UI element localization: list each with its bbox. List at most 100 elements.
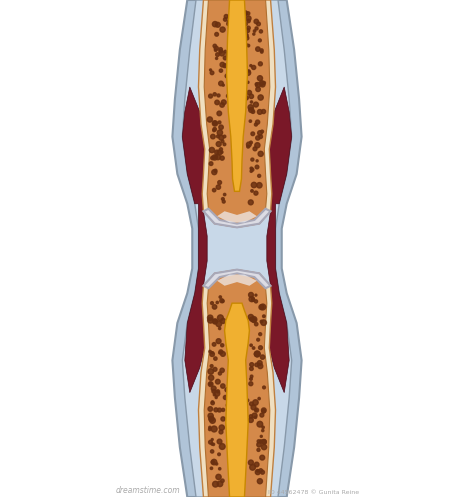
Circle shape [258,151,263,157]
Circle shape [219,425,224,430]
Circle shape [255,300,257,303]
Text: dreamstime.com: dreamstime.com [115,486,180,495]
Circle shape [213,319,218,324]
Circle shape [260,320,263,323]
Polygon shape [217,274,257,286]
Circle shape [223,18,227,21]
Circle shape [218,121,221,124]
Polygon shape [199,269,275,497]
Circle shape [255,462,259,467]
Circle shape [235,13,238,16]
Circle shape [255,83,261,87]
Circle shape [250,344,252,346]
Circle shape [259,305,264,310]
Circle shape [209,382,212,385]
Circle shape [249,141,252,144]
Circle shape [248,292,254,297]
Circle shape [240,37,245,43]
Circle shape [262,410,265,413]
Circle shape [257,421,263,427]
Circle shape [251,405,256,410]
Circle shape [256,87,260,91]
Circle shape [261,130,264,133]
Circle shape [219,350,223,354]
Circle shape [219,444,225,449]
Circle shape [219,51,225,56]
Circle shape [216,338,221,343]
Circle shape [252,318,256,322]
Circle shape [217,130,223,135]
Circle shape [247,44,250,47]
Circle shape [214,391,220,396]
Circle shape [218,453,220,456]
Circle shape [258,39,261,42]
Circle shape [249,402,253,406]
Circle shape [246,70,251,76]
Circle shape [224,50,227,53]
Polygon shape [173,0,301,497]
Circle shape [219,328,221,330]
Circle shape [219,81,223,86]
Circle shape [211,401,213,403]
Circle shape [260,49,263,52]
Circle shape [210,467,213,470]
Circle shape [212,443,215,445]
Circle shape [211,386,216,391]
Circle shape [237,401,240,404]
Circle shape [227,20,231,24]
Circle shape [262,440,266,444]
Circle shape [219,296,221,298]
Circle shape [262,444,267,450]
Circle shape [240,49,243,52]
Circle shape [261,51,263,53]
Circle shape [259,30,263,33]
Circle shape [215,32,219,36]
Circle shape [247,19,250,23]
Circle shape [255,83,258,85]
Circle shape [255,136,260,140]
Circle shape [217,135,219,138]
Circle shape [215,156,218,158]
Circle shape [245,23,247,25]
Circle shape [223,396,228,400]
Circle shape [249,94,254,98]
Polygon shape [227,0,247,191]
Circle shape [223,64,227,68]
Circle shape [219,50,222,53]
Circle shape [255,27,258,30]
Circle shape [228,388,230,390]
Circle shape [249,414,253,418]
Circle shape [210,71,214,75]
Polygon shape [204,273,270,497]
Circle shape [225,74,229,78]
Polygon shape [217,211,257,223]
Circle shape [250,317,254,321]
Circle shape [261,470,264,474]
Circle shape [255,120,260,124]
Circle shape [263,386,265,389]
Circle shape [251,317,257,323]
Circle shape [215,150,219,155]
Circle shape [250,363,254,367]
Circle shape [211,156,214,160]
Circle shape [252,347,255,349]
Circle shape [235,18,237,20]
Circle shape [251,110,255,113]
Circle shape [259,469,263,472]
Circle shape [221,319,226,324]
Circle shape [210,69,211,71]
Circle shape [255,47,260,51]
Circle shape [221,198,224,200]
Circle shape [216,474,221,480]
Circle shape [260,304,266,310]
Circle shape [216,53,219,57]
Circle shape [239,81,243,84]
Circle shape [249,107,254,112]
Circle shape [257,448,260,451]
Circle shape [252,298,255,301]
Circle shape [251,168,254,171]
Circle shape [218,180,221,184]
Circle shape [210,417,215,423]
Circle shape [231,14,235,18]
Circle shape [224,14,228,18]
